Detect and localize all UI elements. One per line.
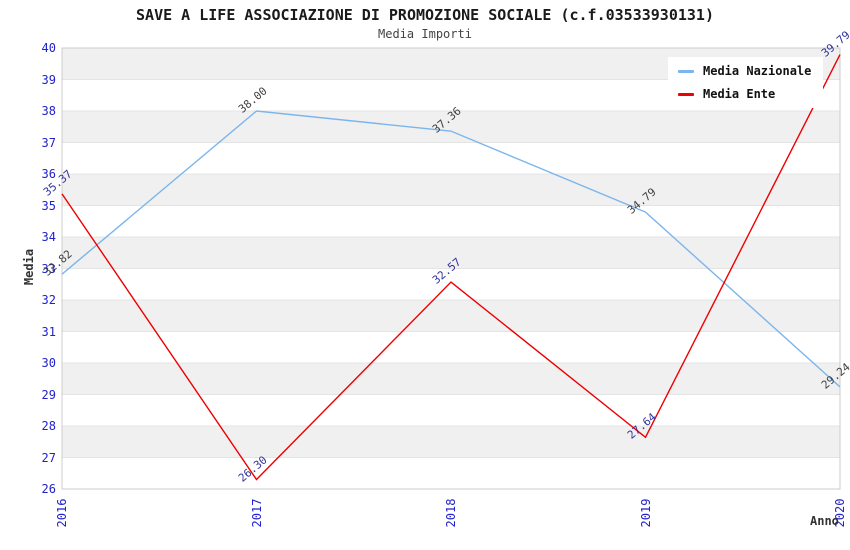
legend-line-icon (678, 92, 694, 96)
plot-band (62, 237, 840, 269)
y-tick-label: 40 (41, 41, 56, 55)
x-tick-label: 2016 (55, 498, 69, 528)
y-tick-label: 33 (41, 261, 56, 276)
plot-band (62, 174, 840, 206)
y-tick-label: 35 (41, 198, 56, 213)
x-tick-label: 2019 (638, 498, 653, 528)
series-line-media-ente[interactable] (61, 54, 841, 481)
x-tick-label: 2018 (444, 498, 458, 528)
legend-label: Media Ente (703, 87, 776, 101)
y-tick-label: 26 (41, 482, 56, 496)
legend-item-media-ente[interactable]: Media Ente (678, 87, 811, 101)
plot-band (62, 111, 840, 143)
y-tick-label: 36 (41, 167, 56, 181)
y-tick-label: 32 (41, 293, 56, 307)
series-line-media-nazionale[interactable] (61, 110, 841, 388)
y-tick-label: 29 (41, 387, 56, 402)
y-tick-label: 28 (41, 419, 56, 433)
plot-band (62, 363, 840, 395)
y-tick-label: 37 (41, 135, 56, 150)
legend-item-media-nazionale[interactable]: Media Nazionale (678, 64, 811, 78)
y-tick-label: 30 (41, 356, 56, 370)
x-axis-title: Anno (810, 514, 839, 528)
legend-label: Media Nazionale (703, 64, 812, 78)
y-tick-label: 38 (41, 104, 56, 118)
y-axis-title: Media (22, 248, 36, 286)
plot-band (62, 426, 840, 458)
chart-subtitle: Media Importi (378, 27, 472, 41)
chart-title: SAVE A LIFE ASSOCIAZIONE DI PROMOZIONE S… (136, 6, 714, 24)
y-tick-label: 39 (41, 72, 56, 87)
legend: Media Nazionale Media Ente (668, 57, 824, 108)
y-tick-label: 31 (41, 324, 56, 339)
plot-border (61, 47, 841, 490)
y-tick-label: 34 (41, 230, 56, 244)
plot-band (62, 300, 840, 332)
x-tick-label: 2017 (249, 498, 264, 528)
y-tick-label: 27 (41, 450, 56, 465)
legend-line-icon (678, 69, 694, 73)
